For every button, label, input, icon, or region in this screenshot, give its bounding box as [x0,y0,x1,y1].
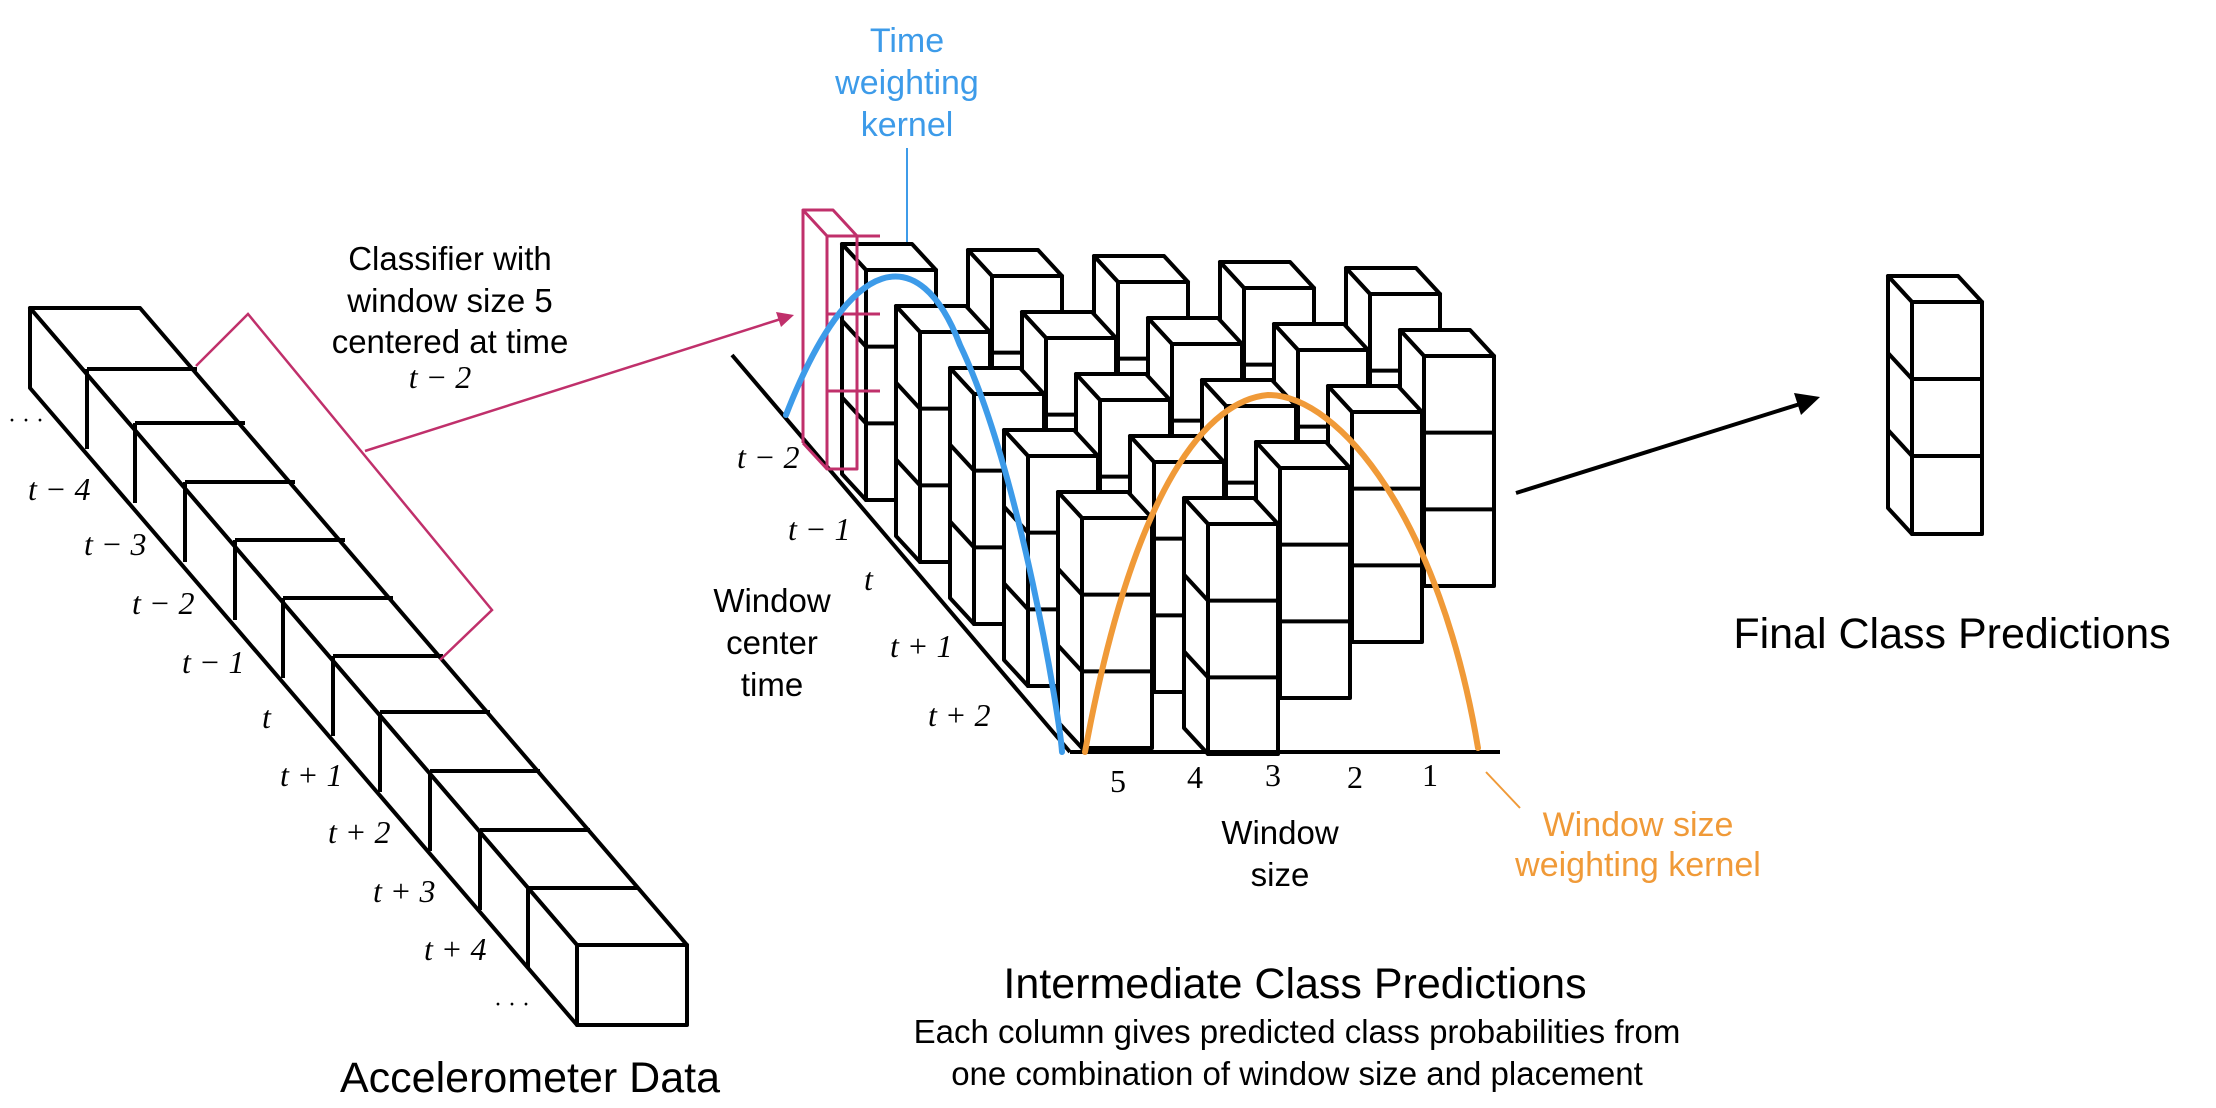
window-size-tick: 3 [1265,757,1281,793]
window-kernel-label-line: Window size [1543,806,1734,844]
classifier-arrowhead [776,312,794,327]
window-center-tick: t + 2 [928,697,990,733]
window-center-tick: t − 1 [788,511,850,547]
classifier-note: Classifier with window size 5 centered a… [332,240,569,360]
window-center-title: Window center time [713,582,831,703]
strip-time-label: t − 2 [132,585,194,621]
classifier-note-line: Classifier with [348,240,552,277]
strip-time-label: t + 2 [328,814,390,850]
intermediate-caption-line: one combination of window size and place… [951,1055,1643,1092]
window-kernel-label-line: weighting kernel [1514,846,1761,884]
strip-time-labels: t − 4 t − 3 t − 2 t − 1 t t + 1 t + 2 t … [28,471,486,967]
window-center-ticks: t − 2 t − 1 t t + 1 t + 2 [737,439,990,733]
strip-time-label: t − 1 [182,644,244,680]
time-kernel-label: Time weighting kernel [834,22,979,144]
classifier-note-time: t − 2 [409,359,471,395]
time-kernel-label-line: kernel [861,106,954,144]
grid-axes [730,353,1500,754]
strip-time-label: t + 4 [424,931,486,967]
window-size-tick: 5 [1110,763,1126,799]
accelerometer-strip [28,306,689,1027]
window-center-tick: t + 1 [890,628,952,664]
strip-time-label: t + 1 [280,757,342,793]
strip-side-face [28,306,579,1027]
final-arrowhead [1794,393,1820,415]
prediction-column [1182,496,1280,756]
prediction-columns [840,242,1496,756]
window-size-title-line: size [1251,856,1310,893]
strip-end-face [575,943,689,1027]
window-kernel-leader [1485,771,1521,809]
strip-time-label: t − 4 [28,471,90,507]
window-size-tick: 4 [1187,759,1203,795]
intermediate-title: Intermediate Class Predictions [1003,960,1586,1008]
window-size-title-line: Window [1221,814,1339,851]
time-kernel-label-line: weighting [834,64,979,102]
window-center-tick: t − 2 [737,439,799,475]
window-center-title-line: center [726,624,818,661]
strip-time-label: t [262,699,272,735]
strip-ellipsis-start: · · · [8,408,44,434]
intermediate-caption: Each column gives predicted class probab… [914,1013,1681,1092]
classifier-note-line: centered at time [332,323,569,360]
intermediate-caption-line: Each column gives predicted class probab… [914,1013,1681,1050]
window-size-tick: 1 [1422,757,1438,793]
window-kernel-curve [1082,391,1481,755]
classifier-bracket [195,312,785,661]
window-kernel-label: Window size weighting kernel [1514,806,1761,884]
time-kernel-curve [783,273,1065,755]
classifier-highlight-column [801,208,880,471]
window-size-tick: 2 [1347,759,1363,795]
final-arrow-shaft [1515,402,1801,495]
window-size-title: Window size [1221,814,1339,893]
strip-time-label: t + 3 [373,873,435,909]
window-center-tick: t [864,561,874,597]
strip-ellipsis-end: · · · [494,992,530,1018]
time-kernel-label-line: Time [870,22,944,60]
window-size-ticks: 5 4 3 2 1 [1110,757,1438,799]
final-title: Final Class Predictions [1733,610,2170,658]
window-center-title-line: time [741,666,803,703]
prediction-column [1056,490,1154,750]
window-center-axis-line [730,353,1072,754]
window-center-title-line: Window [713,582,831,619]
final-column [1886,274,1984,536]
strip-time-label: t − 3 [84,526,146,562]
accelerometer-title: Accelerometer Data [340,1054,720,1102]
classifier-note-line: window size 5 [346,282,552,319]
